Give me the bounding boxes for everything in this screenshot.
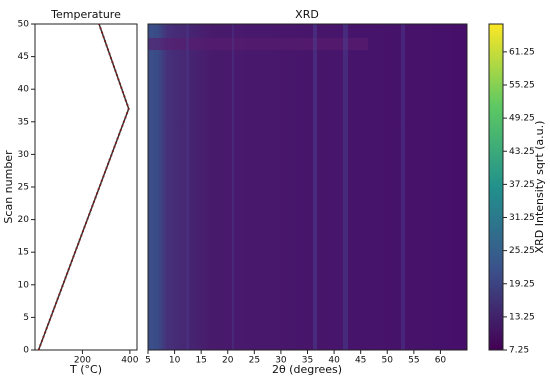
temp-frame — [34, 23, 138, 351]
y-tick-label: 10 — [18, 280, 30, 290]
x-tick-label: 10 — [169, 356, 181, 366]
x-tick-label: 55 — [408, 356, 419, 366]
x-tick-label: 200 — [74, 356, 91, 366]
colorbar-tick-label: 43.25 — [509, 147, 535, 157]
y-tick-label: 25 — [18, 183, 29, 193]
x-tick-label: 40 — [328, 356, 340, 366]
y-tick-label: 40 — [18, 85, 30, 95]
x-tick-label: 25 — [249, 356, 260, 366]
temperature-markers — [37, 23, 130, 351]
x-tick-label: 30 — [275, 356, 287, 366]
y-tick-label: 35 — [18, 117, 29, 127]
colorbar-tick-label: 25.25 — [509, 246, 535, 256]
y-tick-label: 50 — [18, 20, 30, 30]
y-tick-label: 15 — [18, 248, 29, 258]
colorbar-tick-label: 37.25 — [509, 180, 535, 190]
colorbar-label: XRD Intensity sqrt (a.u.) — [533, 121, 546, 254]
heatmap — [148, 24, 467, 350]
xrd-title: XRD — [295, 8, 319, 21]
x-tick-label: 45 — [355, 356, 366, 366]
colorbar-tick-label: 19.25 — [509, 279, 535, 289]
colorbar-tick-label: 7.25 — [509, 346, 529, 356]
x-tick-label: 50 — [382, 356, 394, 366]
x-tick-label: 5 — [145, 356, 151, 366]
x-tick-label: 400 — [121, 356, 138, 366]
xrd-xlabel: 2θ (degrees) — [272, 363, 342, 376]
colorbar-tick-label: 49.25 — [509, 114, 535, 124]
y-tick-label: 0 — [23, 346, 29, 356]
colorbar — [488, 23, 504, 351]
y-tick-label: 45 — [18, 52, 29, 62]
colorbar-tick-label: 13.25 — [509, 312, 535, 322]
colorbar-tick-label: 61.25 — [509, 47, 535, 57]
y-tick-label: 5 — [23, 313, 29, 323]
colorbar-tick-label: 55.25 — [509, 81, 535, 91]
y-tick-label: 20 — [18, 215, 30, 225]
temp-ylabel: Scan number — [2, 150, 15, 224]
temp-xlabel: T (°C) — [69, 363, 102, 376]
y-tick-label: 30 — [18, 150, 30, 160]
colorbar-tick-label: 31.25 — [509, 213, 535, 223]
x-tick-label: 60 — [435, 356, 447, 366]
x-tick-label: 20 — [222, 356, 234, 366]
x-tick-label: 15 — [195, 356, 206, 366]
temp-title: Temperature — [50, 8, 121, 21]
x-tick-label: 35 — [302, 356, 313, 366]
